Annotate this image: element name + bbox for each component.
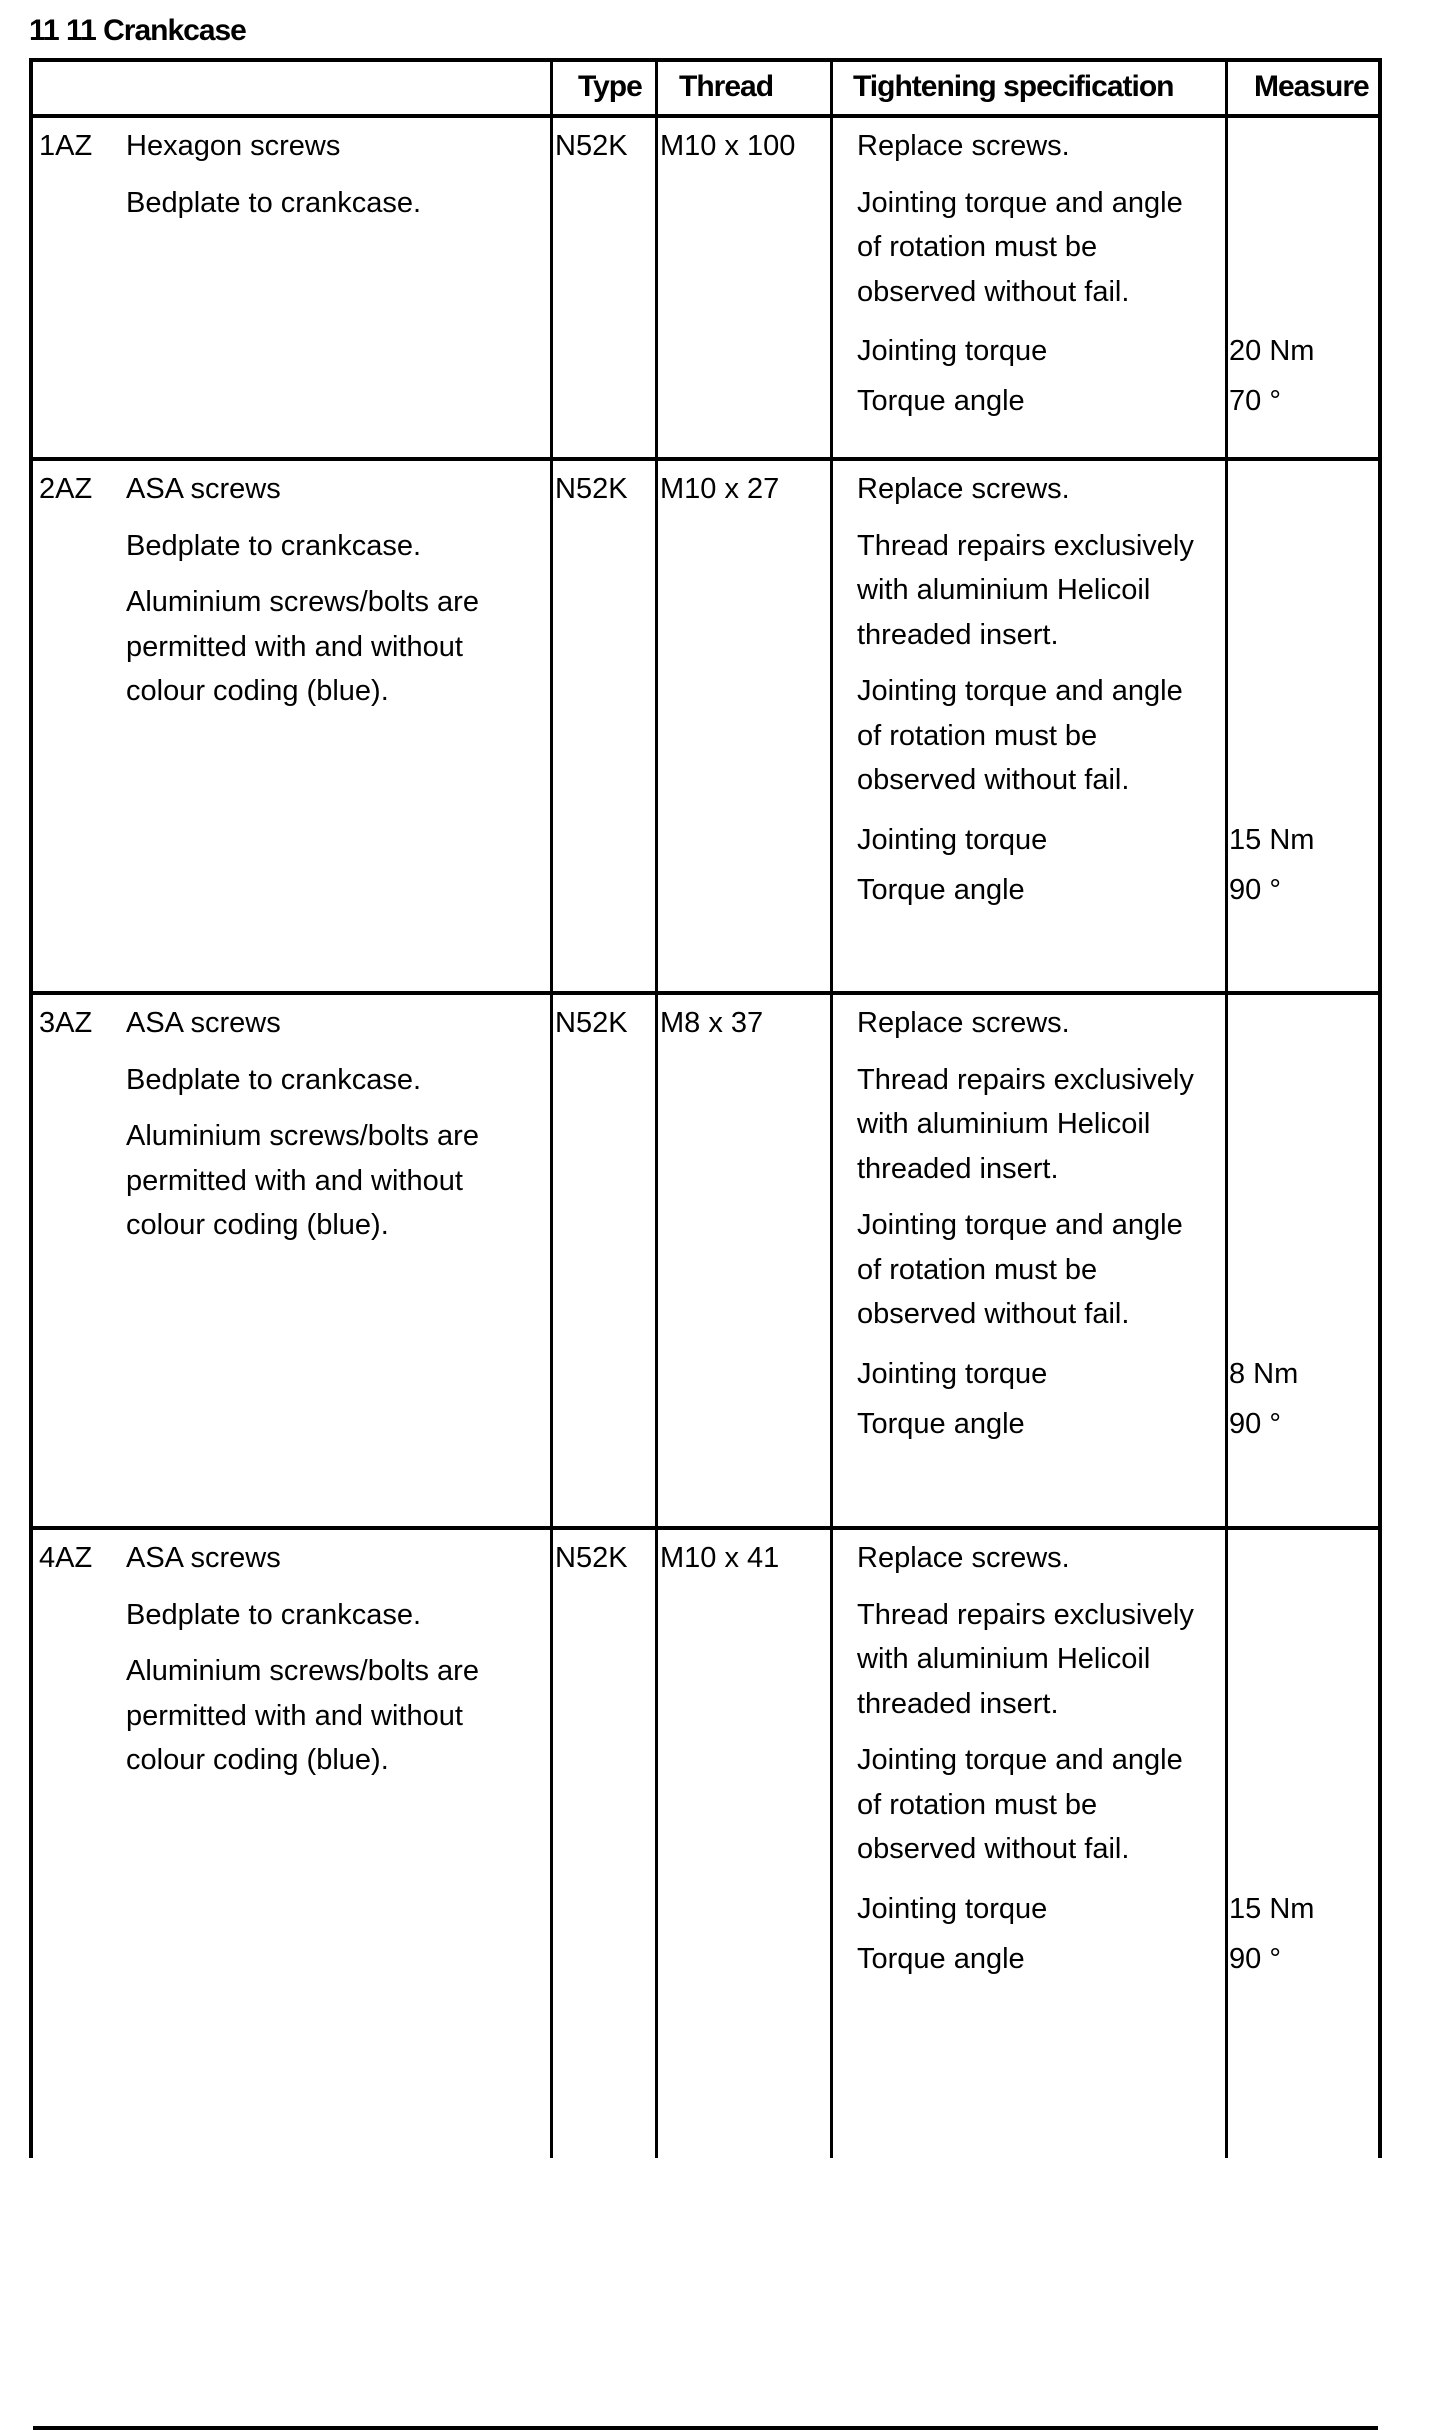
header-thread: Thread: [679, 70, 774, 103]
spec-line: Jointing torque and angle of rotation mu…: [857, 675, 1183, 796]
row-type: N52K: [555, 1007, 628, 1039]
measure-item: Jointing torque 15 Nm: [857, 815, 1417, 865]
table-row: 1AZ Hexagon screws Bedplate to crankcase. N…: [33, 118, 1378, 461]
header-spec: Tightening specification: [853, 70, 1174, 103]
description-line: Bedplate to crankcase.: [126, 1063, 422, 1096]
measure-item: Torque angle 70 °: [857, 376, 1417, 426]
description-line: Aluminium screws/bolts are permitted wit…: [126, 1120, 479, 1241]
measure-label: Torque angle: [857, 1407, 1025, 1440]
spec-line: Thread repairs exclusively with aluminiu…: [857, 1598, 1194, 1720]
spec-line: Thread repairs exclusively with aluminiu…: [857, 529, 1194, 651]
tightening-table: Type Thread Tightening specification Mea…: [29, 58, 1382, 2430]
column-divider: [1225, 62, 1228, 2158]
measure-item: Torque angle 90 °: [857, 865, 1417, 915]
measure-label: Torque angle: [857, 873, 1025, 906]
spec-line: Replace screws.: [857, 1007, 1070, 1039]
row-type: N52K: [555, 1542, 628, 1574]
measure-label: Jointing torque: [857, 1892, 1048, 1925]
measure-label: Jointing torque: [857, 335, 1048, 367]
description-line: ASA screws: [126, 473, 281, 505]
spec-line: Replace screws.: [857, 473, 1070, 505]
measure-value: 8 Nm: [1229, 1357, 1299, 1390]
description-line: Aluminium screws/bolts are permitted wit…: [126, 586, 479, 707]
row-description: ASA screws Bedplate to crankcase. Aluminiu…: [126, 467, 536, 726]
measure-label: Torque angle: [857, 385, 1025, 417]
description-line: Bedplate to crankcase.: [126, 529, 422, 562]
row-code: 2AZ: [39, 473, 93, 505]
spec-line: Jointing torque and angle of rotation mu…: [857, 1209, 1183, 1330]
row-thread: M10 x 41: [660, 1542, 780, 1574]
row-code: 1AZ: [39, 130, 93, 162]
measure-item: Jointing torque 20 Nm: [857, 326, 1417, 376]
page-title: 11 11 Crankcase: [29, 14, 247, 47]
table-row: 3AZ ASA screws Bedplate to crankcase. Alumi…: [33, 995, 1378, 1530]
description-line: Bedplate to crankcase.: [126, 1598, 422, 1631]
column-divider: [830, 62, 833, 2158]
spec-line: Jointing torque and angle of rotation mu…: [857, 1744, 1183, 1865]
measure-value: 15 Nm: [1229, 823, 1315, 856]
measure-value: 15 Nm: [1229, 1892, 1315, 1925]
row-description: Hexagon screws Bedplate to crankcase.: [126, 124, 536, 237]
measure-item: Jointing torque 8 Nm: [857, 1349, 1417, 1399]
spec-line: Replace screws.: [857, 1542, 1070, 1574]
measure-label: Torque angle: [857, 1942, 1025, 1975]
measure-value: 90 °: [1229, 873, 1281, 906]
measure-value: 70 °: [1229, 385, 1281, 417]
row-code: 3AZ: [39, 1007, 93, 1039]
spec-line: Jointing torque and angle of rotation mu…: [857, 186, 1183, 308]
table-header: Type Thread Tightening specification Mea…: [33, 62, 1378, 118]
measure-item: Torque angle 90 °: [857, 1399, 1417, 1449]
measure-value: 90 °: [1229, 1942, 1281, 1975]
header-measure: Measure: [1254, 70, 1370, 103]
row-spec: Replace screws. Thread repairs exclusivel…: [857, 1001, 1417, 1449]
description-line: Bedplate to crankcase.: [126, 186, 422, 219]
row-description: ASA screws Bedplate to crankcase. Aluminiu…: [126, 1536, 536, 1795]
row-spec: Replace screws. Jointing torque and angle…: [857, 124, 1417, 426]
column-divider: [550, 62, 553, 2158]
row-type: N52K: [555, 473, 628, 505]
measure-label: Jointing torque: [857, 1357, 1048, 1390]
row-thread: M8 x 37: [660, 1007, 764, 1039]
column-divider: [655, 62, 658, 2158]
row-thread: M10 x 27: [660, 473, 780, 505]
description-line: Aluminium screws/bolts are permitted wit…: [126, 1655, 479, 1776]
spec-line: Thread repairs exclusively with aluminiu…: [857, 1063, 1194, 1185]
table-row: 2AZ ASA screws Bedplate to crankcase. Alumi…: [33, 461, 1378, 995]
table-row: 4AZ ASA screws Bedplate to crankcase. Alumi…: [33, 1530, 1378, 2430]
row-spec: Replace screws. Thread repairs exclusivel…: [857, 1536, 1417, 1984]
measure-item: Torque angle 90 °: [857, 1934, 1417, 1984]
measure-item: Jointing torque 15 Nm: [857, 1884, 1417, 1934]
row-thread: M10 x 100: [660, 130, 796, 162]
spec-line: Replace screws.: [857, 130, 1070, 162]
row-type: N52K: [555, 130, 628, 162]
description-line: ASA screws: [126, 1007, 281, 1039]
description-line: ASA screws: [126, 1542, 281, 1574]
row-description: ASA screws Bedplate to crankcase. Aluminiu…: [126, 1001, 536, 1260]
measure-value: 90 °: [1229, 1407, 1281, 1440]
measure-label: Jointing torque: [857, 823, 1048, 856]
measure-value: 20 Nm: [1229, 335, 1315, 367]
row-code: 4AZ: [39, 1542, 93, 1574]
row-spec: Replace screws. Thread repairs exclusivel…: [857, 467, 1417, 915]
header-type: Type: [578, 70, 643, 103]
description-line: Hexagon screws: [126, 130, 341, 162]
